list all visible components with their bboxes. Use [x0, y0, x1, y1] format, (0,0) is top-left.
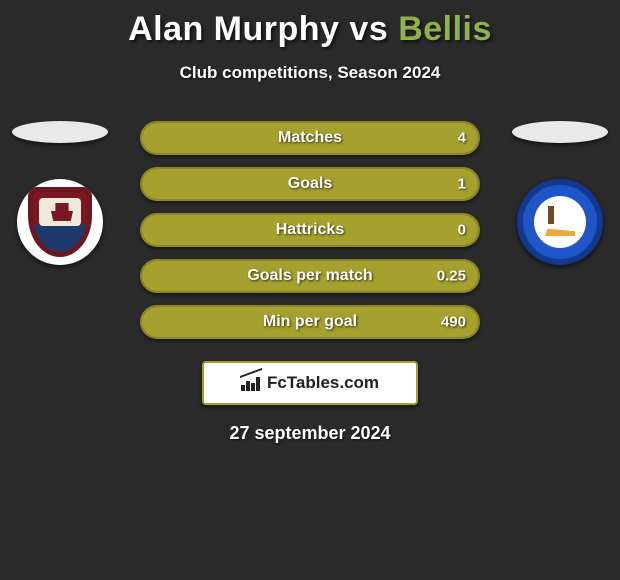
- stat-bar: Min per goal490: [140, 305, 480, 339]
- player1-name: Alan Murphy: [128, 10, 339, 48]
- waterford-inner-icon: [534, 196, 586, 248]
- date-text: 27 september 2024: [0, 423, 620, 444]
- bar-fill-right: [142, 215, 478, 245]
- brand-box: FcTables.com: [202, 361, 418, 405]
- left-column: [0, 121, 120, 265]
- galway-shield-icon: [28, 187, 92, 257]
- club-badge-right: [517, 179, 603, 265]
- right-column: [500, 121, 620, 265]
- stat-value-right: 4: [458, 130, 466, 147]
- player2-photo-placeholder: [512, 121, 608, 143]
- bar-fill-right: [142, 261, 478, 291]
- bar-fill-right: [142, 123, 478, 153]
- player2-name: Bellis: [398, 10, 492, 48]
- chart-icon: [241, 375, 261, 391]
- stat-bar: Goals1: [140, 167, 480, 201]
- comparison-content: Matches4 Goals1 Hattricks0 Goals per match0…: [0, 121, 620, 444]
- vs-text: vs: [349, 10, 388, 48]
- stat-bar: Hattricks0: [140, 213, 480, 247]
- stat-bar: Goals per match0.25: [140, 259, 480, 293]
- subtitle: Club competitions, Season 2024: [0, 63, 620, 83]
- bar-fill-right: [142, 169, 478, 199]
- player1-photo-placeholder: [12, 121, 108, 143]
- bar-fill-right: [142, 307, 478, 337]
- stat-value-right: 0: [458, 222, 466, 239]
- club-badge-left: [17, 179, 103, 265]
- stat-value-right: 490: [441, 314, 466, 331]
- stat-value-right: 0.25: [437, 268, 466, 285]
- brand-text: FcTables.com: [267, 373, 379, 393]
- page-title: Alan Murphy vs Bellis: [0, 0, 620, 49]
- stat-bars: Matches4 Goals1 Hattricks0 Goals per match0…: [140, 121, 480, 339]
- stat-bar: Matches4: [140, 121, 480, 155]
- stat-value-right: 1: [458, 176, 466, 193]
